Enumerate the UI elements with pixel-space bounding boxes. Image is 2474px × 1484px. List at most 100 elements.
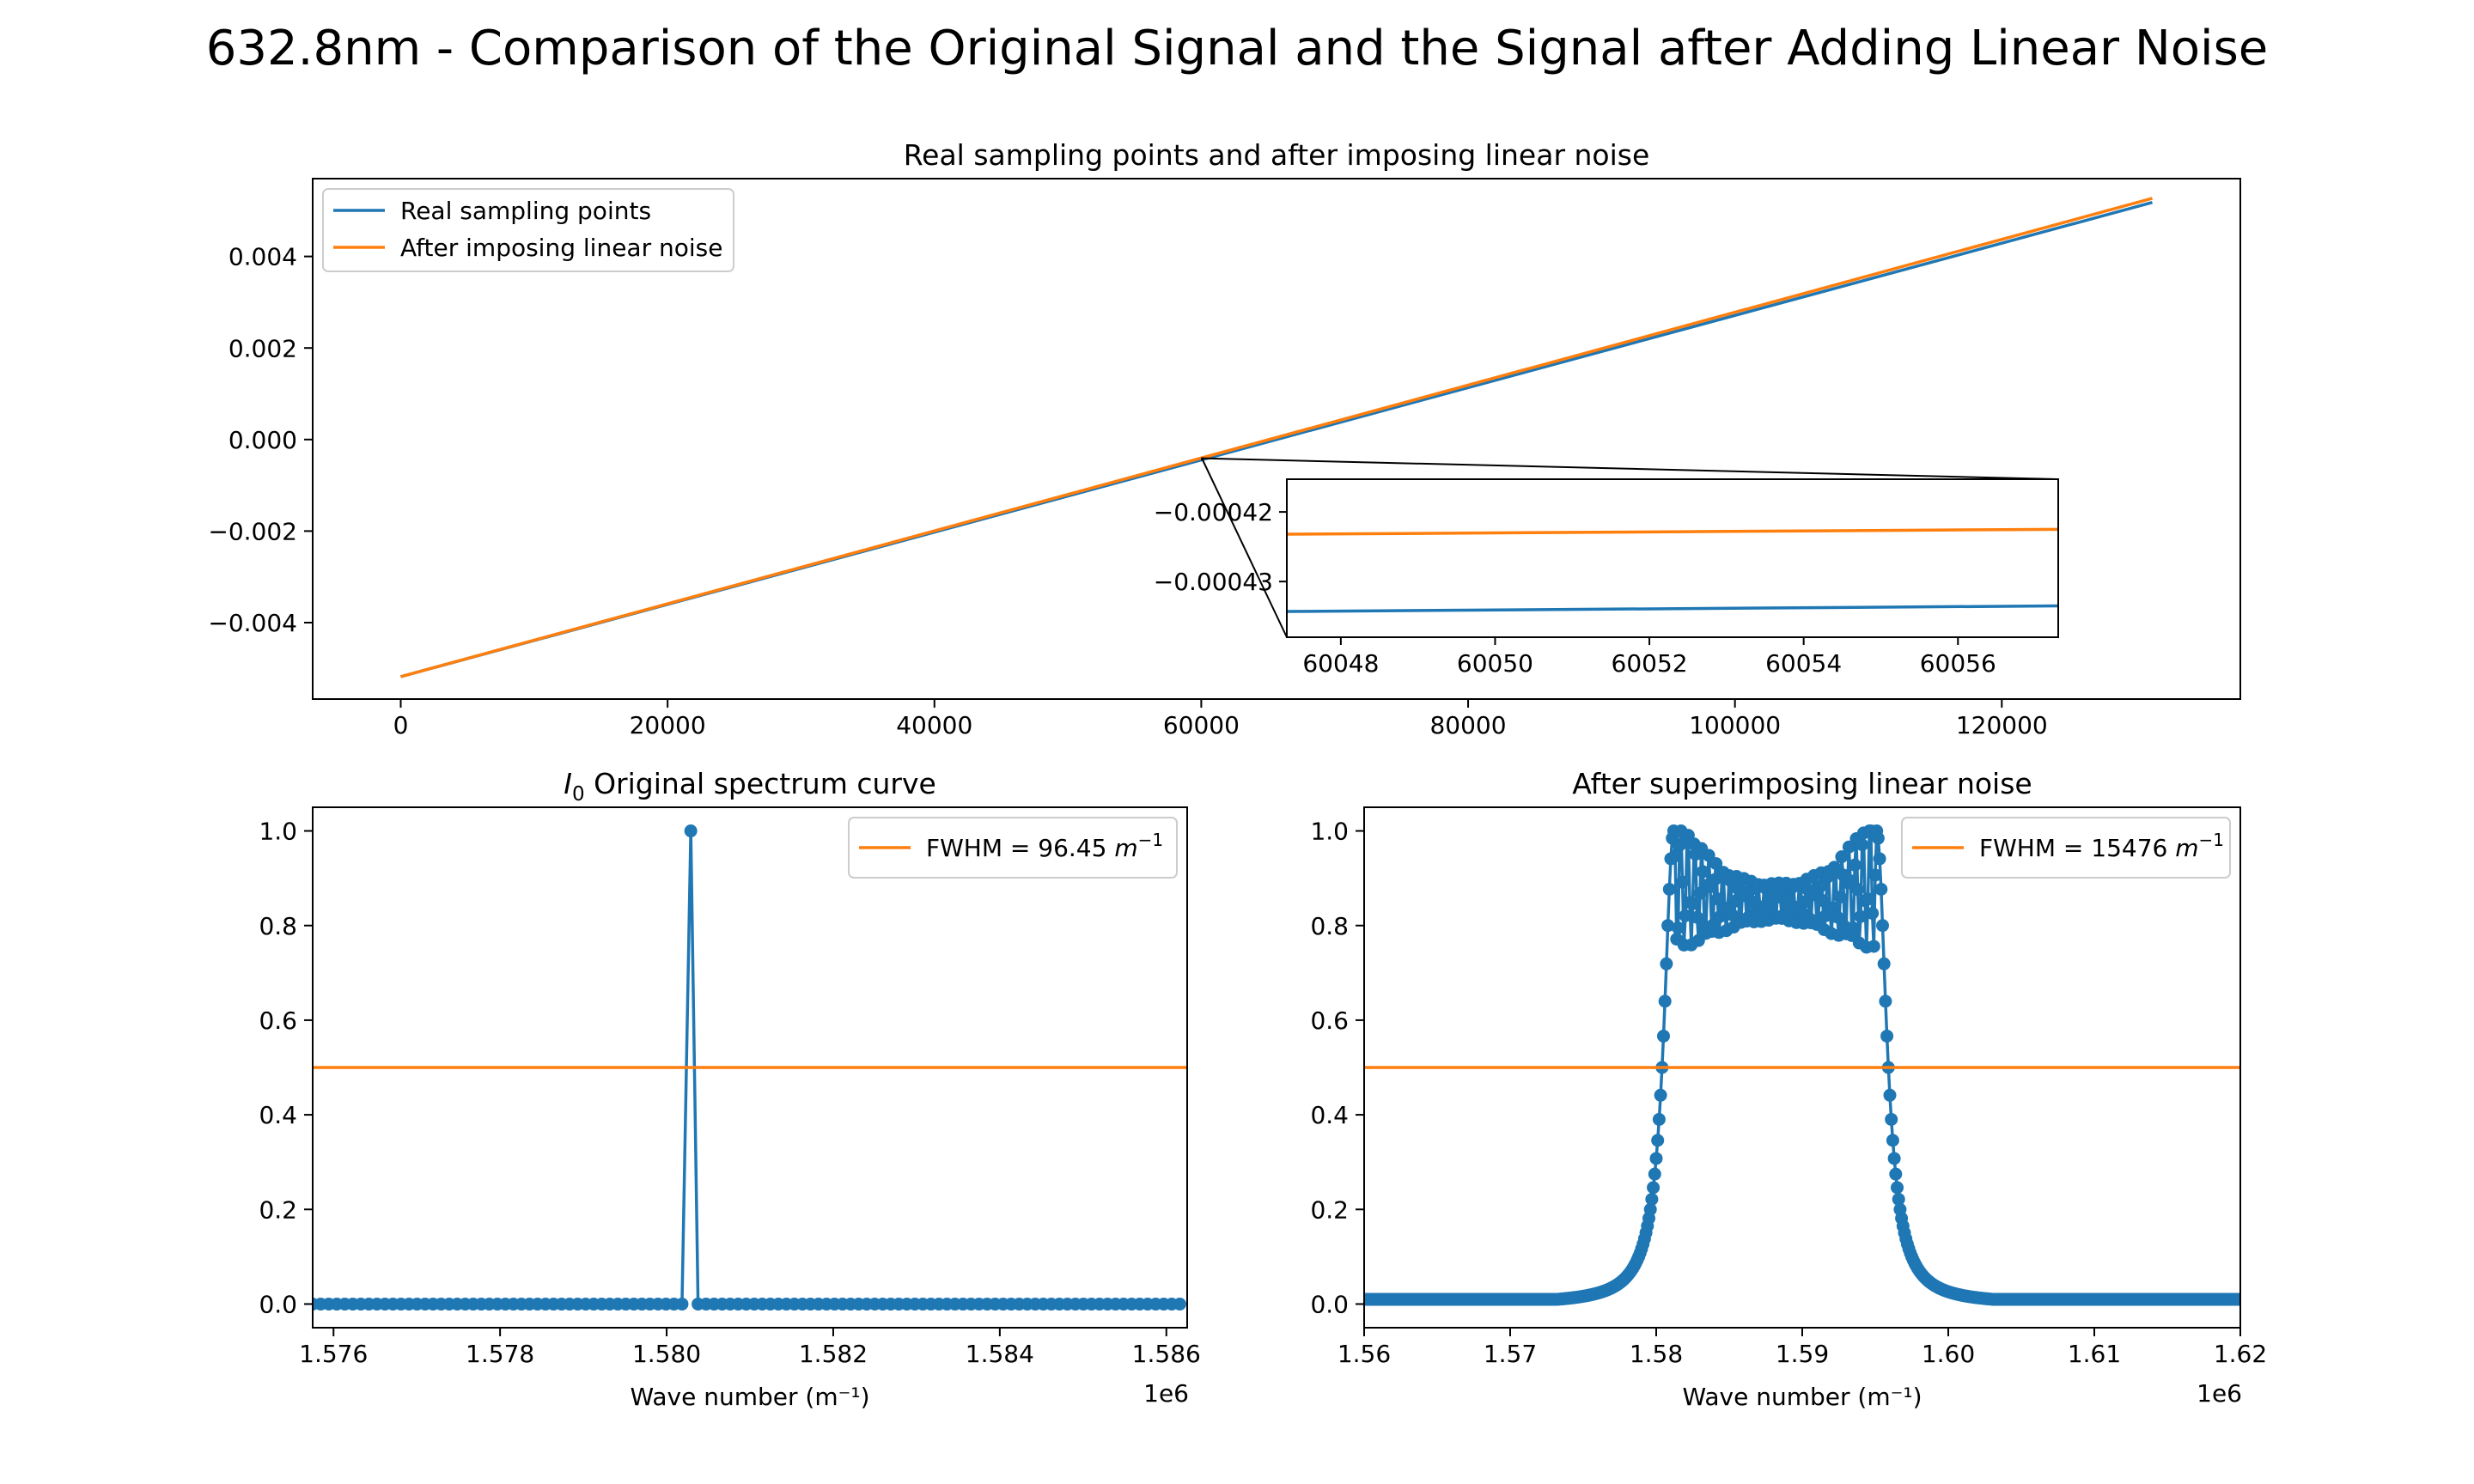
y-tick-label: 0.2 bbox=[259, 1195, 297, 1224]
inset-x-tick-label: 60048 bbox=[1302, 649, 1379, 678]
axes-frame bbox=[312, 178, 2241, 700]
data-point-marker bbox=[1877, 957, 1891, 970]
legend-box bbox=[1901, 817, 2231, 879]
zoom-inset: 60048 60050 60052 60054 60056 −0.00042 −0.0004… bbox=[1154, 478, 2059, 678]
y-tick-label: 0.2 bbox=[1310, 1195, 1349, 1224]
x-tick-label: 1.62 bbox=[2214, 1340, 2267, 1368]
data-point-marker bbox=[1813, 880, 1826, 894]
legend-label-exponent: −1 bbox=[2199, 830, 2224, 850]
y-tick-label: 0.6 bbox=[1310, 1007, 1349, 1035]
data-point-marker bbox=[1654, 1088, 1667, 1102]
inset-y-tick-label: −0.00043 bbox=[1154, 568, 1273, 596]
x-tick-label: 1.59 bbox=[1776, 1340, 1829, 1368]
data-point-marker bbox=[675, 1297, 689, 1311]
chart-title-symbol: I bbox=[564, 767, 572, 800]
data-point-marker bbox=[1831, 910, 1844, 924]
data-point-marker bbox=[1886, 1134, 1899, 1147]
data-point-marker bbox=[1658, 994, 1672, 1008]
data-point-marker bbox=[1672, 921, 1685, 934]
y-tick-label: −0.004 bbox=[208, 609, 297, 637]
figure-suptitle: 632.8nm - Comparison of the Original Sig… bbox=[205, 21, 2269, 76]
x-tick-label: 1.580 bbox=[632, 1340, 701, 1368]
x-tick-label: 80000 bbox=[1429, 711, 1506, 739]
x-tick-label: 1.57 bbox=[1484, 1340, 1537, 1368]
legend-label-text: FWHM = 96.45 bbox=[926, 834, 1114, 862]
y-tick-label: 0.4 bbox=[259, 1101, 297, 1129]
data-point-marker bbox=[1660, 957, 1673, 970]
y-tick-label: 0.004 bbox=[229, 243, 297, 271]
legend-label: Real sampling points bbox=[400, 197, 651, 225]
inset-x-tick-label: 60050 bbox=[1457, 649, 1533, 678]
inset-x-tick-label: 60054 bbox=[1765, 649, 1842, 678]
legend-label: After imposing linear noise bbox=[400, 234, 722, 262]
data-point-marker bbox=[1889, 1167, 1903, 1181]
legend-label: FWHM = 15476 m−1 bbox=[1979, 830, 2224, 862]
data-point-marker bbox=[1873, 852, 1886, 866]
x-tick-label: 40000 bbox=[896, 711, 972, 739]
data-point-marker bbox=[1842, 840, 1855, 854]
data-point-marker bbox=[1645, 1192, 1659, 1206]
data-point-marker bbox=[1862, 892, 1874, 906]
data-point-marker bbox=[1649, 1152, 1663, 1165]
data-point-marker bbox=[1880, 1029, 1894, 1043]
y-tick-label: 1.0 bbox=[259, 818, 297, 846]
y-tick-label: 0.4 bbox=[1310, 1101, 1349, 1129]
data-point-marker bbox=[1876, 919, 1889, 933]
legend: Real sampling points After imposing linea… bbox=[322, 188, 734, 272]
data-point-marker bbox=[1851, 883, 1865, 897]
inset-background bbox=[1287, 479, 2058, 637]
data-point-marker bbox=[1668, 849, 1682, 863]
x-tick-label: 1.61 bbox=[2068, 1340, 2121, 1368]
data-point-marker bbox=[1652, 1112, 1666, 1126]
data-point-marker bbox=[684, 824, 698, 838]
data-point-marker bbox=[1887, 1152, 1901, 1165]
x-offset-text: 1e6 bbox=[2197, 1379, 2242, 1408]
chart-title: After superimposing linear noise bbox=[1572, 767, 2032, 800]
data-point-marker bbox=[1648, 1167, 1661, 1181]
data-point-marker bbox=[1657, 1029, 1670, 1043]
data-point-marker bbox=[1883, 1088, 1897, 1102]
data-point-marker bbox=[1866, 906, 1880, 920]
data-point-marker bbox=[1651, 1134, 1665, 1147]
x-offset-text: 1e6 bbox=[1143, 1379, 1189, 1408]
chart-title: Real sampling points and after imposing … bbox=[904, 138, 1650, 172]
legend-label-unit: m bbox=[1114, 834, 1137, 862]
x-tick-label: 1.582 bbox=[799, 1340, 868, 1368]
x-tick-label: 1.586 bbox=[1132, 1340, 1201, 1368]
x-tick-label: 100000 bbox=[1689, 711, 1781, 739]
data-point-marker bbox=[1709, 857, 1723, 871]
legend-label-text: FWHM = 15476 bbox=[1979, 834, 2175, 862]
data-point-marker bbox=[1854, 909, 1868, 923]
x-tick-label: 1.58 bbox=[1630, 1340, 1683, 1368]
data-point-marker bbox=[1696, 865, 1709, 879]
data-point-marker bbox=[1867, 940, 1880, 953]
legend-label-exponent: −1 bbox=[1138, 830, 1163, 850]
x-tick-label: 60000 bbox=[1163, 711, 1240, 739]
data-point-marker bbox=[1676, 875, 1690, 889]
data-point-marker bbox=[1647, 1181, 1661, 1195]
x-tick-label: 0 bbox=[393, 711, 409, 739]
y-tick-label: 0.0 bbox=[1310, 1291, 1349, 1319]
inset-x-tick-label: 60056 bbox=[1920, 649, 1996, 678]
data-point-marker bbox=[1891, 1181, 1904, 1195]
x-tick-label: 1.576 bbox=[299, 1340, 368, 1368]
x-tick-label: 1.584 bbox=[966, 1340, 1034, 1368]
y-tick-label: 0.002 bbox=[229, 334, 297, 362]
data-point-marker bbox=[1679, 909, 1692, 922]
legend: FWHM = 15476 m−1 bbox=[1901, 817, 2231, 879]
inset-y-tick-label: −0.00042 bbox=[1154, 498, 1273, 526]
axes-frame bbox=[312, 806, 1188, 1329]
x-tick-label: 120000 bbox=[1956, 711, 2048, 739]
inset-series-line-2 bbox=[1287, 527, 2058, 536]
axes-frame bbox=[1363, 806, 2241, 1329]
x-tick-label: 1.60 bbox=[1922, 1340, 1975, 1368]
y-tick-label: 1.0 bbox=[1310, 818, 1349, 846]
y-tick-label: 0.6 bbox=[259, 1007, 297, 1035]
legend-box bbox=[848, 817, 1178, 879]
inset-x-tick-label: 60052 bbox=[1612, 649, 1688, 678]
data-point-marker bbox=[1871, 831, 1885, 845]
x-axis-label: Wave number (m⁻¹) bbox=[630, 1383, 869, 1411]
data-point-marker bbox=[1848, 858, 1862, 872]
x-tick-label: 1.56 bbox=[1338, 1340, 1391, 1368]
data-point-marker bbox=[1847, 921, 1860, 934]
